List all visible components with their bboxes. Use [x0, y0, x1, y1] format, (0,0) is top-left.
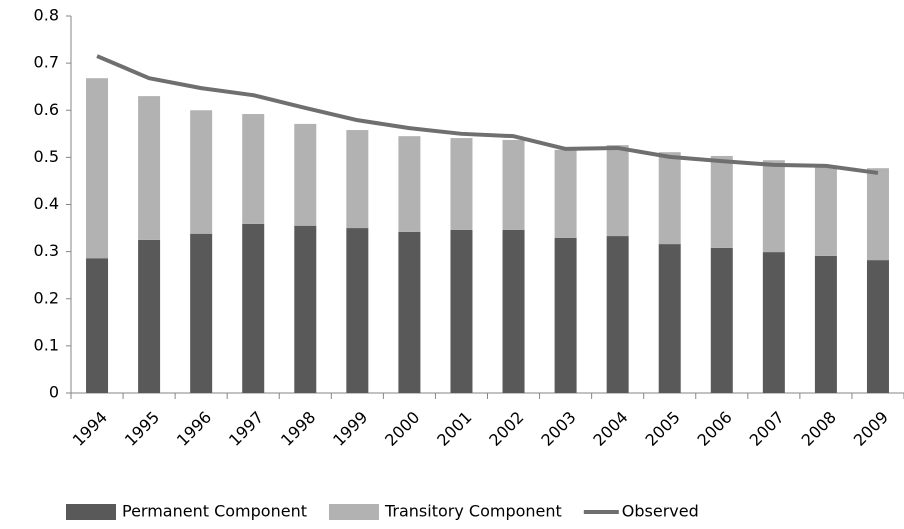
bar: [86, 78, 109, 259]
bar: [814, 165, 837, 256]
bar: [814, 255, 837, 393]
bar: [502, 139, 525, 230]
bar: [86, 258, 109, 393]
bar: [242, 223, 265, 393]
bar: [242, 114, 265, 224]
legend-label: Observed: [622, 502, 699, 521]
bar: [762, 252, 785, 393]
x-tick-label: 1998: [277, 408, 319, 450]
x-tick-label: 2007: [746, 408, 788, 450]
x-tick-label: 2003: [537, 408, 579, 450]
bar: [658, 244, 681, 393]
bar: [866, 260, 889, 393]
bar: [658, 152, 681, 245]
y-tick-label: 0.8: [34, 6, 59, 25]
x-tick-label: 1997: [225, 408, 267, 450]
bar: [554, 149, 577, 238]
line: [96, 54, 879, 175]
bar: [450, 138, 473, 230]
y-tick-label: 0.4: [34, 194, 59, 213]
x-tick-label: 2001: [433, 408, 475, 450]
x-tick-label: 2008: [798, 408, 840, 450]
bar: [554, 237, 577, 393]
bar: [710, 155, 733, 248]
x-tick-label: 2006: [694, 408, 736, 450]
legend-label: Transitory Component: [384, 502, 562, 521]
x-tick-label: 2002: [485, 408, 527, 450]
bar: [398, 136, 421, 232]
y-tick-label: 0.2: [34, 288, 59, 307]
x-tick-label: 2005: [642, 408, 684, 450]
y-tick-label: 0.5: [34, 147, 59, 166]
x-tick-label: 2000: [381, 408, 423, 450]
y-tick-label: 0: [49, 383, 59, 402]
x-tick-label: 2004: [589, 408, 631, 450]
y-tick-label: 0.6: [34, 100, 59, 119]
bar: [398, 231, 421, 393]
bar: [346, 228, 369, 393]
x-tick-label: 1994: [69, 408, 111, 450]
bar: [190, 110, 213, 234]
bar: [294, 225, 317, 393]
bar: [866, 168, 889, 261]
y-tick-label: 0.3: [34, 241, 59, 260]
bar: [138, 96, 161, 240]
bar: [346, 130, 369, 229]
x-tick-label: 1996: [173, 408, 215, 450]
bar: [762, 160, 785, 253]
y-tick-label: 0.1: [34, 335, 59, 354]
x-tick-label: 1995: [121, 408, 163, 450]
x-tick-label: 2009: [850, 408, 892, 450]
bar: [606, 236, 629, 393]
bar: [294, 123, 317, 226]
legend-swatch: [66, 504, 116, 520]
bar: [138, 239, 161, 393]
bar: [450, 229, 473, 393]
legend-label: Permanent Component: [122, 502, 307, 521]
bar: [190, 233, 213, 393]
bar: [710, 247, 733, 393]
x-tick-label: 1999: [329, 408, 371, 450]
bar: [502, 229, 525, 393]
legend-swatch: [328, 504, 379, 520]
y-tick-label: 0.7: [34, 53, 59, 72]
bar: [606, 145, 629, 237]
